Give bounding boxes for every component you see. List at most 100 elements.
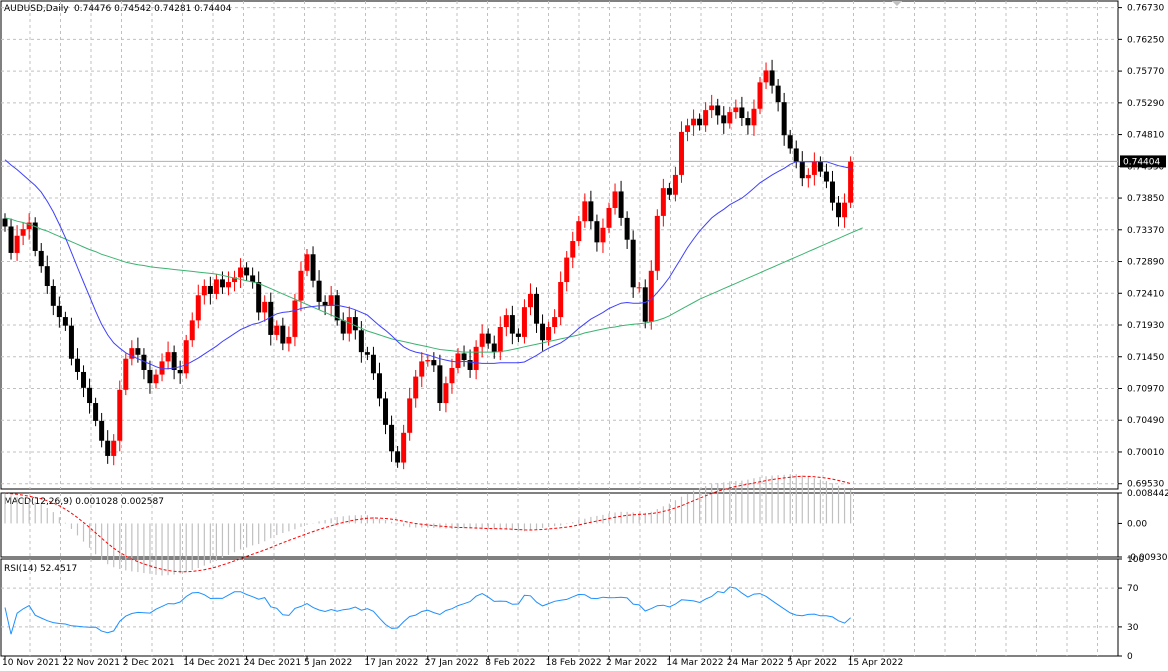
candle-body [135,348,141,355]
time-tick-label: 17 Jan 2022 [364,658,418,667]
candle-body [268,301,274,335]
candle-body [709,105,715,111]
time-tick-label: 24 Mar 2022 [727,658,784,667]
candle-body [600,227,606,243]
candle-body [334,295,340,321]
candle-body [352,317,358,331]
ma-fast-line [4,159,851,370]
candle-body [745,118,751,126]
current-price-box [1120,155,1166,168]
rsi-label: RSI(14) 52.4517 [4,564,77,574]
candle-body [606,207,612,228]
candle-body [147,369,153,384]
candle-body [564,257,570,283]
candle-body [32,222,38,251]
price-tick-label: 0.69530 [1127,480,1164,490]
candle-body [358,330,364,353]
candle-body [232,277,238,283]
candle-body [87,387,93,404]
macd-tick-label: -0.009304 [1127,553,1168,563]
price-tick-label: 0.75770 [1127,67,1164,77]
rsi-tick-label: 0 [1127,652,1133,662]
candle-body [678,131,684,175]
candle-body [503,315,509,327]
candle-body [225,282,231,288]
candle-body [491,343,497,353]
candle-body [443,383,449,404]
candle-body [823,171,829,182]
candle-body [419,361,425,377]
candle-body [425,360,431,362]
candle-body [636,287,642,289]
candle-body [111,440,117,456]
candle-body [310,254,316,281]
time-tick-label: 27 Jan 2022 [425,658,479,667]
candle-body [346,317,352,334]
candle-body [207,285,213,294]
time-tick-label: 15 Apr 2022 [848,658,904,667]
candle-body [630,239,636,288]
candle-body [401,432,407,463]
candle-body [280,325,286,344]
candle-body [298,270,304,301]
candle-body [829,181,835,203]
candle-body [455,353,461,368]
candle-body [540,323,546,341]
candle-body [153,374,159,384]
candle-body [219,279,225,288]
candle-body [552,317,558,327]
candle-body [660,188,666,216]
rsi-line [4,586,851,635]
candle-body [105,440,111,456]
candle-body [473,346,479,370]
candle-body [183,340,189,374]
candle-body [739,107,745,119]
candle-body [129,348,135,359]
candle-body [383,398,389,425]
candle-body [715,105,721,116]
candle-body [672,174,678,195]
candle-body [515,333,521,337]
candle-body [123,358,129,390]
candle-body [8,226,14,253]
candle-body [81,371,87,388]
candle-body [449,367,455,384]
time-tick-label: 5 Jan 2022 [304,658,352,667]
time-tick-label: 18 Feb 2022 [546,658,602,667]
price-tick-label: 0.76730 [1127,4,1164,14]
candle-body [648,270,654,322]
macd-signal-line [4,475,851,573]
candle-body [811,161,817,175]
candle-body [691,118,697,126]
candle-body [431,360,437,366]
time-tick-label: 10 Nov 2021 [2,658,60,667]
candle-body [558,282,564,318]
time-tick-label: 5 Apr 2022 [787,658,837,667]
candle-body [364,352,370,355]
candle-body [624,217,630,240]
candle-body [527,293,533,308]
candle-body [274,325,280,335]
candle-body [44,266,50,286]
candle-body [171,352,177,370]
candle-body [763,70,769,83]
candle-body [799,161,805,179]
candle-body [26,222,32,230]
price-tick-label: 0.71450 [1127,353,1164,363]
candle-body [213,279,219,294]
candle-body [250,275,256,283]
candle-body [751,108,757,126]
time-tick-label: 14 Mar 2022 [666,658,723,667]
ma-slow-line [4,217,863,353]
candle-body [467,360,473,370]
candle-body [727,112,733,124]
price-tick-label: 0.73370 [1127,226,1164,236]
candle-body [141,354,147,370]
price-tick-label: 0.73850 [1127,194,1164,204]
price-tick-label: 0.70010 [1127,448,1164,458]
time-tick-label: 24 Dec 2021 [244,658,302,667]
candle-body [612,191,618,208]
candle-body [842,202,848,218]
candle-body [697,118,703,126]
